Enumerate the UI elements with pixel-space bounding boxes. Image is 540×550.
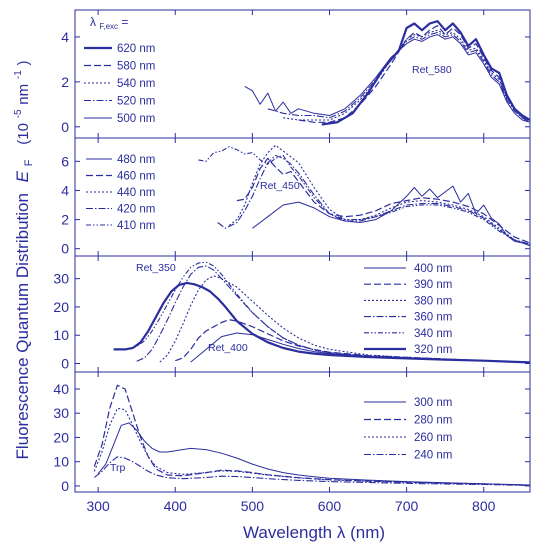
panel-frame	[74, 371, 531, 493]
y-tick-label: 30	[53, 271, 69, 287]
legend-label: 540 nm	[117, 78, 155, 90]
y-tick-label: 20	[53, 429, 69, 445]
y-axis-label-units-exp2: -1	[13, 70, 24, 79]
y-axis-label-symbol-sub: F	[23, 159, 35, 166]
legend-label: 410 nm	[117, 220, 155, 232]
series-line-260-nm	[93, 407, 530, 486]
legend-title: λ F,exc =	[90, 15, 128, 32]
legend-title-symbol: λ	[90, 15, 96, 29]
x-tick-label: 500	[241, 498, 265, 514]
y-tick-label: 10	[53, 327, 69, 343]
x-axis-label: Wavelength λ (nm)	[243, 523, 385, 542]
y-tick-label: 30	[53, 405, 69, 421]
series-line-480-nm	[252, 185, 530, 247]
series-line-440-nm	[228, 144, 530, 245]
y-tick-label: 4	[61, 29, 69, 45]
y-tick-label: 0	[61, 241, 69, 257]
legend-label: 340 nm	[414, 328, 452, 340]
x-tick-label: 400	[164, 498, 188, 514]
legend-label: 360 nm	[414, 312, 452, 324]
legend-label: 500 nm	[117, 113, 155, 125]
y-tick-label: 20	[53, 299, 69, 315]
series-line-360-nm	[136, 265, 530, 363]
series-line-390-nm	[175, 319, 530, 363]
legend-label: 400 nm	[414, 263, 452, 275]
series-line-580-nm	[298, 25, 530, 123]
y-axis-label-units-close: )	[15, 60, 32, 65]
x-tick-label: 300	[86, 498, 110, 514]
y-axis-label: Fluorescence Quantum Distribution E F (1…	[6, 60, 36, 459]
series-line-420-nm	[217, 154, 530, 245]
legend-label: 420 nm	[117, 204, 155, 216]
y-tick-label: 0	[61, 478, 69, 494]
y-tick-label: 2	[61, 74, 69, 90]
y-axis-label-units: (10	[15, 123, 32, 145]
annotation-label: Ret_580	[412, 64, 452, 76]
legend-label: 300 nm	[414, 397, 452, 409]
annotation-label: Ret_350	[136, 262, 176, 274]
series-line-500-nm	[244, 34, 530, 123]
legend-label: 480 nm	[117, 154, 155, 166]
panel-4: 0 10 20 30 40 300 nm 280 nm 260 nm 240 nm Trp	[53, 371, 531, 494]
series-line-410-nm	[198, 146, 530, 245]
annotation-label: Trp	[110, 462, 126, 474]
y-axis-label-main: Fluorescence Quantum Distribution	[13, 193, 32, 459]
y-tick-label: 6	[61, 153, 69, 169]
panel-1: 0 2 4 620 nm 580 nm 540 nm 520 nm 500 nm Ret_580	[61, 9, 531, 139]
series-line-280-nm	[93, 384, 530, 486]
y-axis-label-symbol: E	[13, 170, 32, 182]
legend-label: 260 nm	[414, 432, 452, 444]
y-tick-label: 40	[53, 381, 69, 397]
y-tick-label: 0	[61, 356, 69, 372]
annotation-label: Ret_450	[260, 180, 300, 192]
y-tick-label: 0	[61, 119, 69, 135]
y-tick-label: 10	[53, 454, 69, 470]
y-tick-label: 4	[61, 182, 69, 198]
x-tick-label: 600	[318, 498, 342, 514]
panel-2: 0 2 4 6 480 nm 460 nm 440 nm 420 nm 410 nm Ret_45…	[61, 137, 531, 257]
legend-label: 520 nm	[117, 96, 155, 108]
y-axis-label-units-exp1: -5	[13, 109, 24, 118]
series-line-320-nm	[113, 281, 530, 364]
svg-text:Fluorescence Quantum Distribut: Fluorescence Quantum Distribution E F (1…	[6, 60, 36, 459]
y-tick-label: 2	[61, 212, 69, 228]
x-tick-label: 700	[395, 498, 419, 514]
legend-label: 460 nm	[117, 171, 155, 183]
legend-label: 240 nm	[414, 450, 452, 462]
annotation-label: Ret_400	[208, 342, 248, 354]
series-line-300-nm	[97, 422, 530, 486]
x-tick-label: 800	[472, 498, 496, 514]
legend-label: 320 nm	[414, 344, 452, 356]
series-line-460-nm	[236, 157, 530, 244]
y-axis-label-units-mid: nm	[15, 84, 32, 105]
panel-3: 0 10 20 30 400 nm 390 nm 380 nm 360 nm 340 nm 320…	[53, 255, 531, 373]
legend-label: 580 nm	[117, 61, 155, 73]
legend-title-sub: F,exc	[99, 22, 118, 31]
legend-label: 390 nm	[414, 279, 452, 291]
legend-label: 380 nm	[414, 295, 452, 307]
legend-label: 280 nm	[414, 415, 452, 427]
panels-layer: 0 2 4 620 nm 580 nm 540 nm 520 nm 500 nm Ret_580…	[53, 9, 531, 494]
legend-title-suffix: =	[121, 15, 128, 29]
series-line-340-nm	[113, 261, 530, 363]
legend-label: 620 nm	[117, 43, 155, 55]
x-axis: 300 400 500 600 700 800	[86, 498, 495, 514]
legend-label: 440 nm	[117, 187, 155, 199]
series-line-520-nm	[267, 31, 530, 123]
